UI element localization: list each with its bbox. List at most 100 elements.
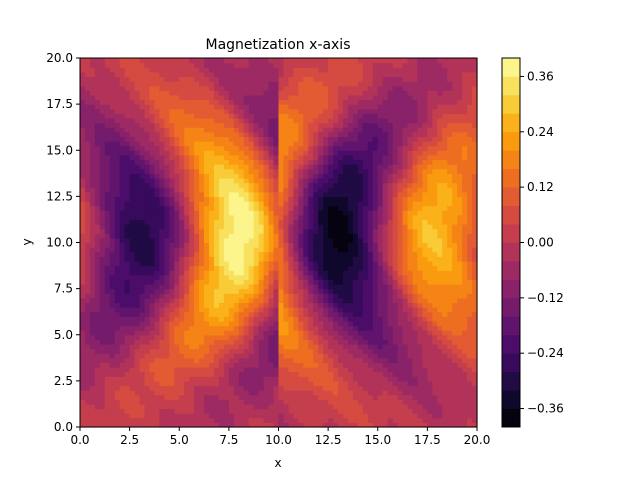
heatmap-cell <box>367 136 374 142</box>
heatmap-cell <box>99 237 106 244</box>
heatmap-cell <box>144 284 151 290</box>
heatmap-cell <box>288 85 294 91</box>
heatmap-cell <box>362 288 369 294</box>
heatmap-cell <box>298 214 304 221</box>
heatmap-cell <box>243 408 250 414</box>
heatmap-cell <box>357 399 364 405</box>
heatmap-cell <box>149 136 156 142</box>
heatmap-cell <box>139 307 146 313</box>
heatmap-cell <box>338 417 344 423</box>
heatmap-cell <box>273 131 280 138</box>
heatmap-cell <box>382 136 389 142</box>
heatmap-cell <box>169 136 175 142</box>
heatmap-cell <box>99 348 106 354</box>
heatmap-cell <box>248 141 255 147</box>
heatmap-cell <box>243 127 250 133</box>
heatmap-cell <box>367 90 374 96</box>
heatmap-cell <box>228 348 235 354</box>
heatmap-cell <box>308 145 314 151</box>
heatmap-cell <box>194 343 200 350</box>
heatmap-cell <box>199 182 205 188</box>
heatmap-cell <box>313 90 319 96</box>
heatmap-cell <box>362 357 369 364</box>
heatmap-cell <box>189 150 195 156</box>
heatmap-cell <box>343 256 349 262</box>
heatmap-cell <box>243 256 250 262</box>
heatmap-cell <box>273 205 280 211</box>
heatmap-cell <box>179 307 185 313</box>
heatmap-cell <box>243 164 250 170</box>
heatmap-cell <box>179 233 185 239</box>
heatmap-cell <box>139 362 146 368</box>
heatmap-cell <box>223 311 230 317</box>
heatmap-cell <box>154 71 160 78</box>
heatmap-cell <box>199 408 205 414</box>
heatmap-cell <box>303 408 309 414</box>
heatmap-cell <box>199 353 205 359</box>
heatmap-cell <box>268 320 275 327</box>
heatmap-cell <box>343 104 349 110</box>
heatmap-cell <box>313 399 319 405</box>
heatmap-cell <box>382 150 389 156</box>
heatmap-cell <box>233 279 240 285</box>
heatmap-cell <box>333 108 339 114</box>
heatmap-cell <box>109 399 116 405</box>
heatmap-cell <box>258 113 265 119</box>
heatmap-cell <box>144 108 151 114</box>
heatmap-cell <box>278 233 285 239</box>
heatmap-cell <box>343 182 349 188</box>
heatmap-cell <box>357 330 364 336</box>
heatmap-cell <box>84 173 91 179</box>
heatmap-cell <box>204 274 210 280</box>
heatmap-cell <box>372 108 379 114</box>
heatmap-cell <box>283 284 290 290</box>
heatmap-cell <box>293 200 299 207</box>
heatmap-cell <box>278 288 285 294</box>
heatmap-cell <box>248 274 255 280</box>
heatmap-cell <box>149 228 156 234</box>
heatmap-cell <box>144 187 151 193</box>
heatmap-cell <box>283 196 290 202</box>
heatmap-cell <box>174 353 180 359</box>
heatmap-cell <box>99 94 106 101</box>
heatmap-cell <box>243 367 250 373</box>
heatmap-cell <box>184 224 190 230</box>
heatmap-cell <box>333 187 339 193</box>
heatmap-cell <box>382 99 389 105</box>
heatmap-cell <box>372 417 379 423</box>
heatmap-cell <box>119 76 126 82</box>
heatmap-cell <box>338 58 344 64</box>
heatmap-cell <box>343 228 349 234</box>
heatmap-cell <box>258 279 265 285</box>
heatmap-cell <box>387 367 394 373</box>
heatmap-cell <box>333 325 339 331</box>
heatmap-cell <box>313 200 319 207</box>
heatmap-cell <box>199 325 205 331</box>
heatmap-cell <box>243 196 250 202</box>
heatmap-cell <box>99 127 106 133</box>
heatmap-cell <box>323 164 329 170</box>
heatmap-cell <box>268 293 275 299</box>
heatmap-cell <box>144 90 151 96</box>
heatmap-cell <box>223 58 230 64</box>
heatmap-cell <box>89 145 96 151</box>
heatmap-cell <box>372 242 379 248</box>
heatmap-cell <box>119 131 126 138</box>
heatmap-cell <box>213 67 220 73</box>
heatmap-cell <box>129 94 136 101</box>
heatmap-cell <box>194 385 200 391</box>
heatmap-cell <box>119 177 126 184</box>
heatmap-cell <box>253 168 260 174</box>
heatmap-cell <box>213 325 220 331</box>
heatmap-cell <box>169 307 175 313</box>
heatmap-cell <box>84 127 91 133</box>
heatmap-cell <box>278 417 285 423</box>
heatmap-cell <box>308 334 314 340</box>
heatmap-cell <box>194 311 200 317</box>
heatmap-cell <box>313 385 319 391</box>
heatmap-cell <box>283 293 290 299</box>
heatmap-cell <box>114 127 121 133</box>
heatmap-cell <box>199 85 205 91</box>
heatmap-cell <box>268 173 275 179</box>
heatmap-cell <box>89 205 96 211</box>
